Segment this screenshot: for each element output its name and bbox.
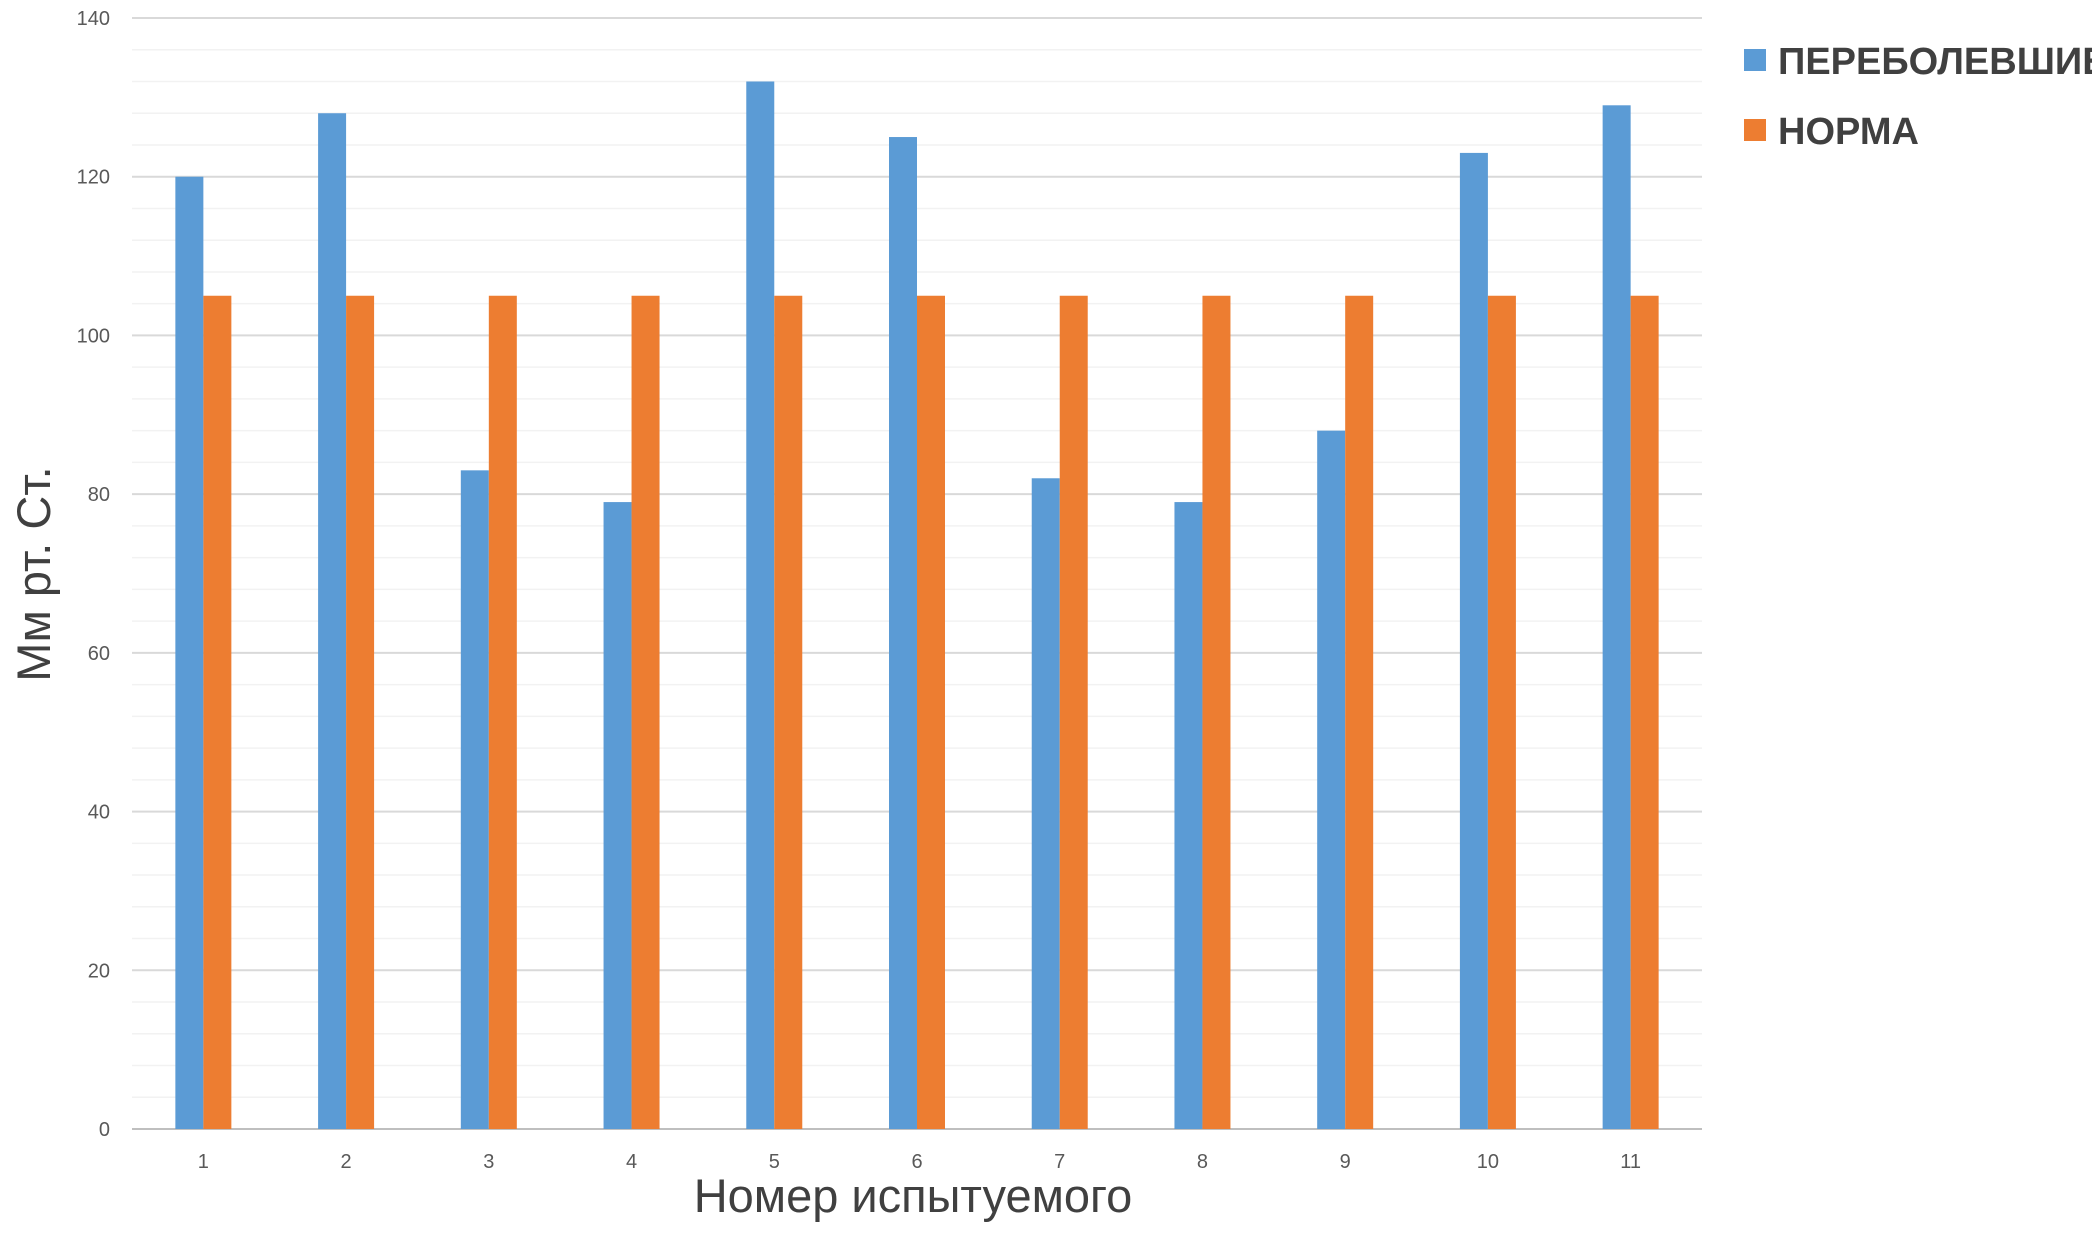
bar-series-2-cat-7	[1059, 295, 1088, 1129]
bar-series-1-cat-7	[1031, 478, 1060, 1129]
y-tick-label: 0	[99, 1119, 110, 1141]
bar-series-2-cat-6	[917, 295, 945, 1129]
bar-series-2-cat-8	[1202, 295, 1231, 1129]
bar-series-1-cat-4	[603, 502, 632, 1129]
bar-series-1-cat-8	[1174, 502, 1203, 1129]
y-tick-label: 120	[77, 167, 110, 189]
bar-series-2-cat-4	[631, 295, 660, 1129]
legend-swatch-series-2	[1744, 119, 1766, 141]
x-tick-label: 8	[1197, 1151, 1208, 1173]
chart-legend: ПЕРЕБОЛЕВШИЕ НОРМА	[1744, 41, 2092, 153]
bar-series-1-cat-11	[1602, 105, 1631, 1130]
y-tick-label: 80	[88, 484, 110, 506]
bar-series-2-cat-10	[1487, 295, 1516, 1129]
y-tick-label: 40	[88, 802, 110, 824]
bar-series-1-cat-3	[460, 470, 489, 1130]
bar-series-1-cat-1	[175, 176, 204, 1129]
legend-label-series-1: ПЕРЕБОЛЕВШИЕ	[1778, 41, 2092, 83]
x-axis-title: Номер испытуемого	[694, 1169, 1133, 1222]
legend-label-series-2: НОРМА	[1778, 111, 1919, 153]
x-tick-label: 7	[1054, 1151, 1065, 1173]
y-tick-label: 140	[77, 8, 110, 30]
x-tick-label: 5	[769, 1151, 780, 1173]
bar-series-1-cat-2	[318, 113, 347, 1129]
chart-bars	[175, 81, 1659, 1130]
x-tick-label: 4	[626, 1151, 637, 1173]
bar-series-1-cat-9	[1317, 430, 1346, 1130]
y-tick-label: 60	[88, 643, 110, 665]
x-tick-label: 6	[911, 1151, 922, 1173]
bar-series-1-cat-5	[746, 81, 775, 1129]
legend-swatch-series-1	[1744, 49, 1766, 71]
bar-series-2-cat-9	[1345, 295, 1374, 1129]
bar-series-2-cat-11	[1630, 295, 1659, 1129]
bar-series-2-cat-1	[203, 295, 232, 1129]
chart-tick-labels: 0 20 40 60 80 100 120 140 1 2 3 4 5 6 7 8 9 10 11	[77, 8, 1641, 1173]
bar-series-2-cat-3	[488, 295, 517, 1129]
y-axis-title: Мм рт. Ст.	[7, 466, 60, 681]
x-tick-label: 3	[483, 1151, 494, 1173]
bar-series-2-cat-2	[346, 295, 375, 1129]
y-tick-label: 100	[77, 325, 110, 347]
bar-series-1-cat-10	[1459, 152, 1488, 1129]
bar-series-1-cat-6	[889, 137, 917, 1130]
y-tick-label: 20	[88, 960, 110, 982]
x-tick-label: 11	[1620, 1151, 1641, 1173]
x-tick-label: 2	[341, 1151, 352, 1173]
x-tick-label: 1	[198, 1151, 209, 1173]
bar-series-2-cat-5	[774, 295, 803, 1129]
x-tick-label: 10	[1477, 1151, 1499, 1173]
x-tick-label: 9	[1340, 1151, 1351, 1173]
